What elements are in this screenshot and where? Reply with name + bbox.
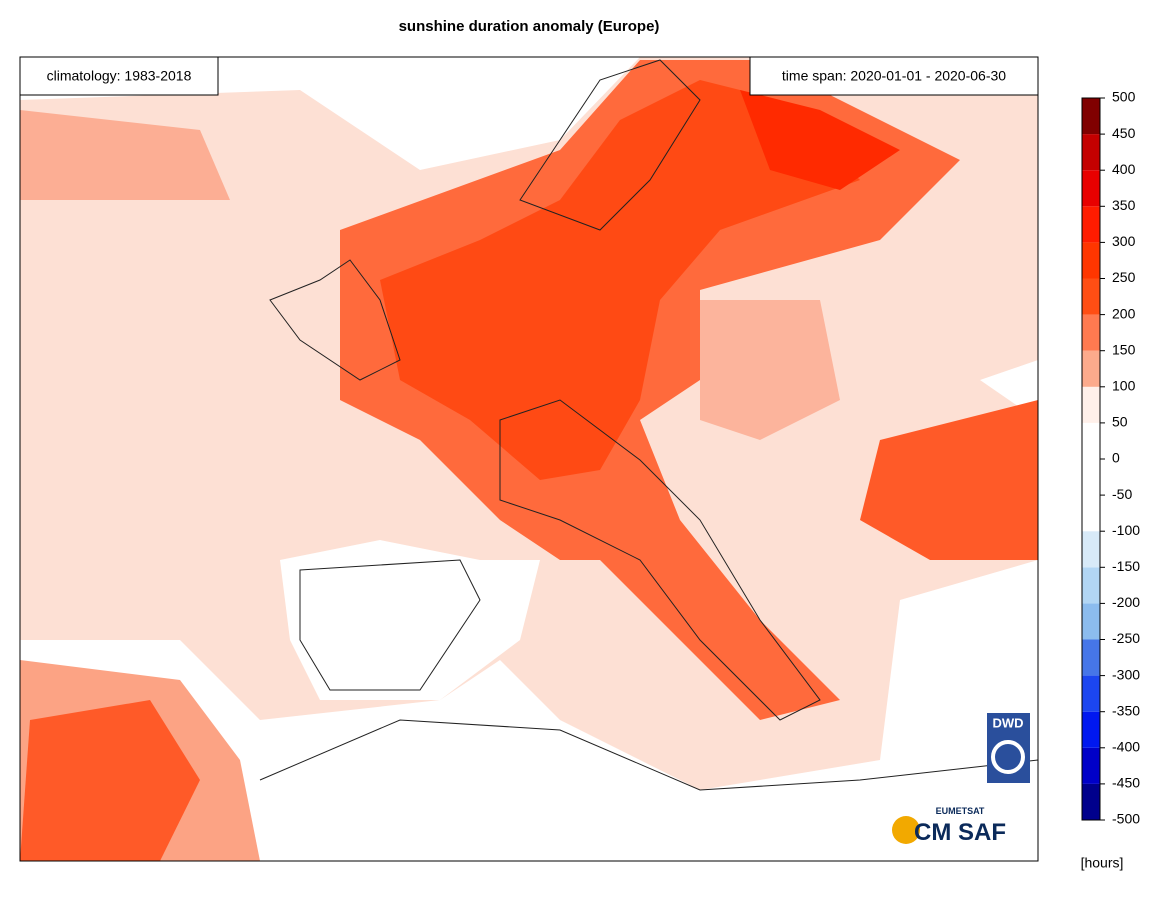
colorbar-bin (1082, 639, 1100, 676)
dwd-logo-icon (991, 740, 1025, 774)
colorbar-tick-label: 0 (1112, 450, 1120, 466)
coastline (269, 259, 401, 381)
colorbar-tick-label: -450 (1112, 775, 1140, 791)
colorbar-tick-label: 450 (1112, 125, 1136, 141)
colorbar-bin (1082, 531, 1100, 568)
colorbar-tick-label: -200 (1112, 594, 1140, 610)
colorbar-bin (1082, 459, 1100, 496)
colorbar-bin (1082, 495, 1100, 532)
colorbar-tick-label: 300 (1112, 233, 1136, 249)
time-span-label: time span: 2020-01-01 - 2020-06-30 (782, 68, 1006, 84)
dwd-logo-text: DWD (992, 715, 1023, 730)
colorbar-bin (1082, 422, 1100, 459)
colorbar-bin (1082, 675, 1100, 712)
cmsaf-text: CM SAF (914, 819, 1006, 846)
colorbar-tick-label: 100 (1112, 378, 1136, 394)
annotation-box (749, 56, 1039, 96)
colorbar-tick-label: -350 (1112, 702, 1140, 718)
map-region (20, 700, 200, 861)
coastline (519, 59, 701, 231)
colorbar-bin (1082, 603, 1100, 640)
colorbar-bin (1082, 747, 1100, 784)
colorbar-tick-label: 200 (1112, 305, 1136, 321)
colorbar-tick-label: -150 (1112, 558, 1140, 574)
colorbar: -500-450-400-350-300-250-200-150-100-500… (1081, 89, 1140, 827)
colorbar-tick-label: 400 (1112, 161, 1136, 177)
colorbar-tick-label: -400 (1112, 739, 1140, 755)
colorbar-bin (1082, 242, 1100, 279)
map-region (860, 400, 1038, 560)
map-region (700, 300, 840, 440)
annotation-box (19, 56, 219, 96)
colorbar-tick-label: 350 (1112, 197, 1136, 213)
colorbar-tick-label: 150 (1112, 341, 1136, 357)
colorbar-bin (1082, 134, 1100, 171)
colorbar-unit: [hours] (1081, 855, 1124, 871)
climatology-label: climatology: 1983-2018 (47, 68, 192, 84)
colorbar-bin (1082, 278, 1100, 315)
cmsaf-logo-icon (892, 816, 920, 844)
coastline (259, 719, 1038, 791)
title: sunshine duration anomaly (Europe) (399, 18, 660, 35)
colorbar-bin (1082, 567, 1100, 604)
colorbar-bin (1082, 783, 1100, 820)
colorbar-bin (1082, 350, 1100, 387)
colorbar-tick-label: 500 (1112, 89, 1136, 105)
colorbar-bin (1082, 314, 1100, 351)
map-region (340, 60, 960, 720)
colorbar-tick-label: 50 (1112, 414, 1128, 430)
colorbar-bin (1082, 170, 1100, 207)
colorbar-bin (1082, 98, 1100, 135)
colorbar-tick-label: -100 (1112, 522, 1140, 538)
map-region (740, 90, 900, 190)
colorbar-tick-label: -500 (1112, 811, 1140, 827)
map-frame (19, 56, 1039, 862)
coastline (499, 399, 821, 721)
map: climatology: 1983-2018 time span: 2020-0… (19, 56, 1039, 862)
colorbar-tick-label: -300 (1112, 666, 1140, 682)
colorbar-bin (1082, 386, 1100, 423)
colorbar-tick-label: -50 (1112, 486, 1132, 502)
map-region (380, 80, 860, 480)
map-region (280, 540, 540, 700)
eumetsat-text: EUMETSAT (936, 806, 985, 816)
colorbar-bin (1082, 206, 1100, 243)
map-region (20, 110, 230, 200)
colorbar-tick-label: -250 (1112, 630, 1140, 646)
coastline (299, 559, 481, 691)
colorbar-tick-label: 250 (1112, 269, 1136, 285)
colorbar-bin (1082, 711, 1100, 748)
